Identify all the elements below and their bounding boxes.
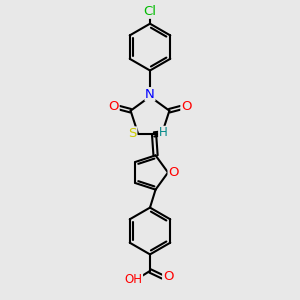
Text: N: N (145, 88, 155, 101)
Text: O: O (163, 270, 173, 284)
Text: Cl: Cl (143, 5, 157, 18)
Text: O: O (181, 100, 191, 113)
Text: OH: OH (124, 273, 142, 286)
Text: S: S (128, 127, 137, 140)
Text: H: H (159, 126, 167, 140)
Text: O: O (109, 100, 119, 113)
Text: O: O (168, 166, 178, 179)
